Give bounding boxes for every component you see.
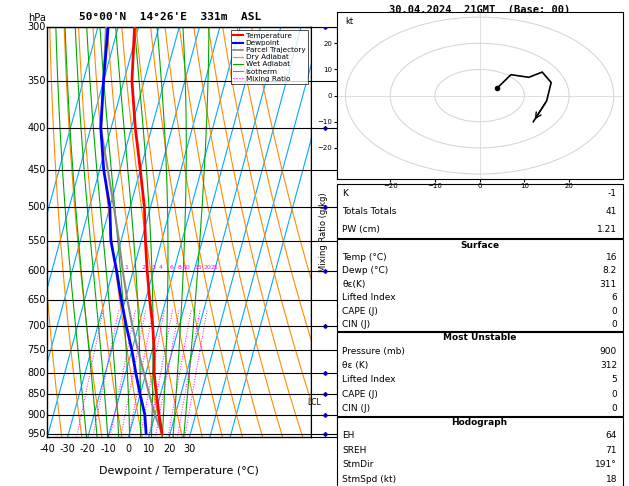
- Text: K: K: [342, 189, 348, 197]
- Text: 10: 10: [143, 444, 155, 453]
- Text: 8: 8: [337, 77, 343, 86]
- Text: 10: 10: [182, 265, 190, 270]
- Text: 1.21: 1.21: [597, 225, 617, 234]
- FancyBboxPatch shape: [337, 239, 623, 331]
- Text: 950: 950: [27, 429, 46, 439]
- Text: Temp (°C): Temp (°C): [342, 253, 387, 262]
- Text: 312: 312: [600, 361, 617, 370]
- Text: Mixing Ratio (g/kg): Mixing Ratio (g/kg): [320, 192, 328, 272]
- Text: 6: 6: [170, 265, 174, 270]
- Text: 700: 700: [27, 321, 46, 331]
- Text: 0: 0: [611, 320, 617, 329]
- Legend: Temperature, Dewpoint, Parcel Trajectory, Dry Adiabat, Wet Adiabat, Isotherm, Mi: Temperature, Dewpoint, Parcel Trajectory…: [231, 30, 308, 84]
- Text: 311: 311: [599, 280, 617, 289]
- Text: 750: 750: [27, 345, 46, 355]
- Text: 5: 5: [611, 375, 617, 384]
- Text: Hodograph: Hodograph: [452, 418, 508, 427]
- Text: PW (cm): PW (cm): [342, 225, 380, 234]
- Text: 8.2: 8.2: [603, 266, 617, 276]
- Text: CIN (J): CIN (J): [342, 404, 370, 413]
- Text: 7: 7: [337, 124, 343, 133]
- Text: 71: 71: [606, 446, 617, 455]
- Text: 900: 900: [28, 410, 46, 419]
- Text: StmDir: StmDir: [342, 460, 374, 469]
- Text: 18: 18: [606, 475, 617, 484]
- Text: Dewpoint / Temperature (°C): Dewpoint / Temperature (°C): [99, 466, 259, 476]
- Text: 191°: 191°: [595, 460, 617, 469]
- Text: 3: 3: [152, 265, 155, 270]
- Text: 4: 4: [159, 265, 163, 270]
- Text: 400: 400: [28, 123, 46, 133]
- Text: 20: 20: [203, 265, 211, 270]
- Text: Pressure (mb): Pressure (mb): [342, 347, 405, 356]
- Text: Lifted Index: Lifted Index: [342, 293, 396, 302]
- Text: 64: 64: [606, 432, 617, 440]
- FancyBboxPatch shape: [337, 332, 623, 416]
- FancyBboxPatch shape: [337, 184, 623, 238]
- Text: LCL: LCL: [308, 398, 321, 407]
- Text: 3: 3: [337, 321, 343, 330]
- Text: -40: -40: [39, 444, 55, 453]
- Text: 30.04.2024  21GMT  (Base: 00): 30.04.2024 21GMT (Base: 00): [389, 5, 571, 15]
- Text: 650: 650: [27, 295, 46, 305]
- Text: 16: 16: [606, 253, 617, 262]
- Text: 8: 8: [178, 265, 182, 270]
- Text: 25: 25: [210, 265, 218, 270]
- Text: 300: 300: [28, 22, 46, 32]
- Text: CIN (J): CIN (J): [342, 320, 370, 329]
- Text: 600: 600: [28, 266, 46, 277]
- Text: 850: 850: [27, 389, 46, 399]
- Text: -1: -1: [608, 189, 617, 197]
- Text: -30: -30: [60, 444, 75, 453]
- Text: 50°00'N  14°26'E  331m  ASL: 50°00'N 14°26'E 331m ASL: [79, 12, 261, 22]
- Text: StmSpd (kt): StmSpd (kt): [342, 475, 396, 484]
- Text: 6: 6: [337, 165, 343, 174]
- Text: CAPE (J): CAPE (J): [342, 390, 378, 399]
- Text: 15: 15: [194, 265, 202, 270]
- Text: CAPE (J): CAPE (J): [342, 307, 378, 315]
- Text: 800: 800: [28, 368, 46, 378]
- Text: -10: -10: [100, 444, 116, 453]
- Text: 0: 0: [611, 390, 617, 399]
- Text: Surface: Surface: [460, 241, 499, 249]
- Text: hPa: hPa: [28, 14, 46, 23]
- Text: 450: 450: [27, 165, 46, 175]
- Text: 6: 6: [611, 293, 617, 302]
- Text: θε (K): θε (K): [342, 361, 369, 370]
- Text: θε(K): θε(K): [342, 280, 365, 289]
- Text: ASL: ASL: [338, 33, 352, 42]
- Text: 350: 350: [27, 76, 46, 86]
- Text: 0: 0: [611, 307, 617, 315]
- Text: 41: 41: [606, 207, 617, 216]
- Text: 2: 2: [337, 368, 342, 378]
- Text: 0: 0: [611, 404, 617, 413]
- Text: 5: 5: [337, 203, 342, 211]
- Text: Most Unstable: Most Unstable: [443, 333, 516, 343]
- Text: -20: -20: [80, 444, 96, 453]
- Text: EH: EH: [342, 432, 355, 440]
- Text: 550: 550: [27, 236, 46, 246]
- Text: 1: 1: [337, 410, 342, 419]
- FancyBboxPatch shape: [337, 417, 623, 486]
- Text: 20: 20: [163, 444, 175, 453]
- Text: 1: 1: [125, 265, 129, 270]
- Text: 900: 900: [599, 347, 617, 356]
- Text: Dewp (°C): Dewp (°C): [342, 266, 389, 276]
- Text: 0: 0: [125, 444, 131, 453]
- Text: 4: 4: [337, 267, 342, 276]
- Text: 2: 2: [142, 265, 145, 270]
- Text: 500: 500: [27, 202, 46, 212]
- Text: km: km: [338, 14, 350, 23]
- Text: Totals Totals: Totals Totals: [342, 207, 397, 216]
- Text: SREH: SREH: [342, 446, 367, 455]
- Text: Lifted Index: Lifted Index: [342, 375, 396, 384]
- Text: 30: 30: [183, 444, 196, 453]
